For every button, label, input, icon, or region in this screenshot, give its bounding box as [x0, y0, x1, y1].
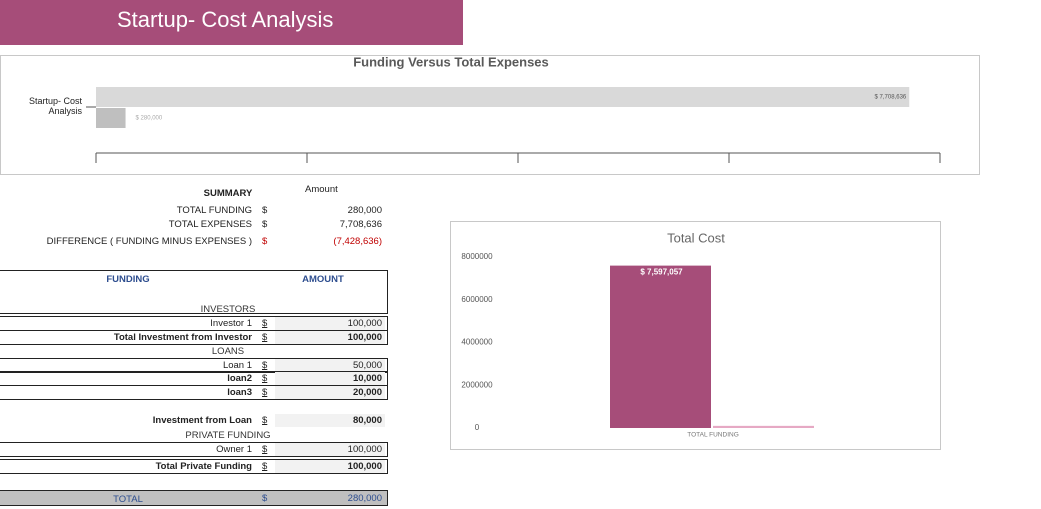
y-tick-label: 4000000	[461, 338, 493, 347]
row-currency: $	[262, 444, 268, 455]
y-tick-label: 0	[475, 423, 480, 432]
data-label: $ 7,597,057	[640, 268, 683, 277]
total-band	[0, 490, 388, 506]
y-tick-label: 2000000	[461, 380, 493, 389]
amount-header: Amount	[305, 184, 338, 195]
table-header: AMOUNT	[302, 274, 344, 285]
row-label: Investor 1	[210, 318, 252, 329]
chart-title: Funding Versus Total Expenses	[353, 54, 549, 69]
row-label: Investment from Loan	[152, 415, 252, 426]
row-border	[0, 358, 388, 373]
data-label: $ 280,000	[136, 116, 163, 122]
row-amount: 100,000	[347, 444, 382, 455]
summary-currency: $	[262, 205, 268, 216]
row-label: Total Private Funding	[155, 461, 252, 472]
amount-cell	[275, 443, 385, 456]
row-currency: $	[262, 332, 268, 343]
row-amount: 10,000	[352, 373, 382, 384]
row-amount: 20,000	[352, 387, 382, 398]
amount-cell	[275, 414, 385, 427]
row-amount: 80,000	[352, 415, 382, 426]
chart-title: Total Cost	[667, 230, 725, 245]
total-currency: $	[262, 493, 268, 504]
bar	[610, 265, 711, 428]
amount-cell	[275, 460, 385, 473]
row-label: loan3	[227, 387, 252, 398]
row-border	[0, 442, 388, 457]
amount-cell	[275, 359, 385, 372]
x-tick-label: TOTAL FUNDING	[687, 432, 739, 439]
summary-label: TOTAL FUNDING	[176, 205, 252, 216]
row-label: Loan 1	[222, 360, 252, 371]
row-currency: $	[262, 318, 268, 329]
data-label: $ 7,708,636	[875, 95, 907, 101]
y-tick-label: 6000000	[461, 295, 493, 304]
summary-title: SUMMARY	[203, 188, 253, 199]
header-band	[0, 0, 463, 45]
summary-currency: $	[262, 236, 268, 247]
bar	[713, 425, 814, 428]
row-currency: $	[262, 373, 268, 384]
table-header: FUNDING	[106, 274, 150, 285]
row-amount: 50,000	[352, 360, 382, 371]
total-label: TOTAL	[113, 494, 143, 505]
summary-currency: $	[262, 219, 268, 230]
section-label: INVESTORS	[180, 303, 276, 317]
bar	[96, 87, 910, 107]
table-header-box	[0, 270, 388, 314]
row-amount: 100,000	[347, 318, 382, 329]
summary-amount: 280,000	[347, 205, 382, 216]
bar	[96, 108, 126, 128]
section-label: PRIVATE FUNDING	[180, 429, 276, 443]
row-amount: 100,000	[347, 332, 382, 343]
row-border	[0, 330, 388, 345]
row-label: loan2	[227, 373, 252, 384]
section-label: LOANS	[180, 345, 276, 359]
category-label: Startup- Cost Analysis	[28, 96, 82, 116]
amount-cell	[275, 331, 385, 344]
row-label: Owner 1	[216, 444, 252, 455]
row-border	[0, 459, 388, 474]
row-currency: $	[262, 360, 268, 371]
row-amount: 100,000	[347, 461, 382, 472]
total-amount: 280,000	[347, 493, 382, 504]
summary-label: TOTAL EXPENSES	[168, 219, 252, 230]
summary-amount: 7,708,636	[339, 219, 382, 230]
chart-frame	[0, 55, 980, 175]
amount-cell	[275, 317, 385, 330]
summary-amount: (7,428,636)	[333, 236, 382, 247]
header-title: Startup- Cost Analysis	[117, 7, 334, 32]
row-currency: $	[262, 387, 268, 398]
y-tick-label: 8000000	[461, 252, 493, 261]
row-currency: $	[262, 461, 268, 472]
row-label: Total Investment from Investor	[113, 332, 252, 343]
row-border	[0, 385, 388, 400]
amount-cell	[275, 372, 385, 385]
summary-label: DIFFERENCE ( FUNDING MINUS EXPENSES )	[46, 236, 252, 247]
chart-frame	[450, 221, 941, 450]
row-currency: $	[262, 415, 268, 426]
amount-cell	[275, 386, 385, 399]
